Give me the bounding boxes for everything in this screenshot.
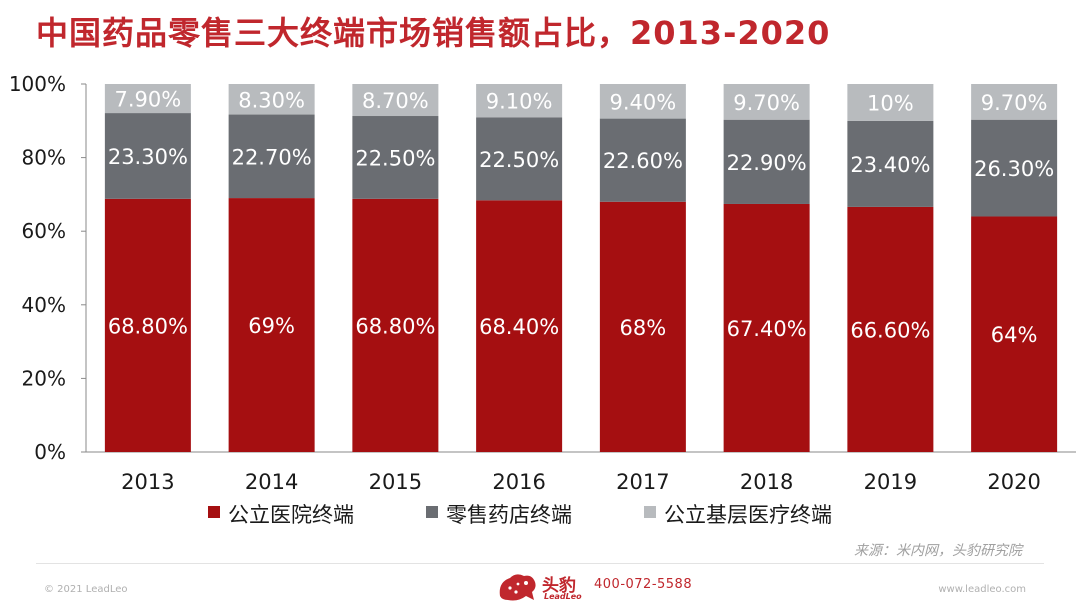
legend-label: 公立医院终端 xyxy=(228,503,354,527)
data-label: 69% xyxy=(248,314,295,338)
x-tick-label: 2015 xyxy=(369,470,422,494)
data-label: 9.70% xyxy=(733,91,800,115)
data-label: 22.50% xyxy=(479,148,559,172)
page-title: 中国药品零售三大终端市场销售额占比，2013-2020 xyxy=(36,14,831,52)
bar-segment xyxy=(723,119,810,204)
bar-segment xyxy=(723,203,810,452)
brand-phone: 400-072-5588 xyxy=(594,577,693,592)
data-label: 23.30% xyxy=(108,145,188,169)
data-label: 9.70% xyxy=(981,91,1048,115)
legend-swatch xyxy=(644,506,656,518)
bar-segment xyxy=(847,84,934,121)
x-tick-label: 2017 xyxy=(616,470,669,494)
y-tick-label: 60% xyxy=(22,219,66,243)
x-tick-label: 2020 xyxy=(987,470,1040,494)
data-label: 10% xyxy=(867,91,914,115)
x-tick-label: 2019 xyxy=(864,470,917,494)
bar-segment xyxy=(971,84,1058,120)
stacked-bar-chart: 0% 20% 40% 60% 80% 100% 68.80% 23.30% 7.90% 2013 6… xyxy=(9,72,1076,527)
leopard-logo-icon xyxy=(499,574,536,601)
bar-segment xyxy=(352,198,439,452)
brand-name: 头豹 xyxy=(542,576,576,596)
bar-segment xyxy=(599,201,686,452)
data-label: 22.70% xyxy=(232,145,312,169)
legend-swatch xyxy=(426,506,438,518)
bar-segment xyxy=(104,84,191,114)
bar-segment xyxy=(228,114,315,199)
data-label: 68.40% xyxy=(479,315,559,339)
y-tick-label: 100% xyxy=(9,72,66,96)
x-tick-label: 2014 xyxy=(245,470,298,494)
legend-swatch xyxy=(208,506,220,518)
data-label: 66.60% xyxy=(850,318,930,342)
data-label: 22.90% xyxy=(727,151,807,175)
bar-segment xyxy=(971,216,1058,452)
bar-segment xyxy=(599,84,686,119)
y-tick-label: 20% xyxy=(22,366,66,390)
bar-segment xyxy=(476,117,563,201)
y-tick-label: 40% xyxy=(22,293,66,317)
data-label: 23.40% xyxy=(850,153,930,177)
bar-segment xyxy=(476,84,563,118)
x-tick-label: 2016 xyxy=(492,470,545,494)
data-label: 68.80% xyxy=(108,314,188,338)
data-label: 68% xyxy=(620,316,667,340)
bar-segment xyxy=(599,118,686,202)
website-text: www.leadleo.com xyxy=(938,584,1026,595)
bar-segment xyxy=(723,84,810,120)
bar-segment xyxy=(352,116,439,199)
legend-label: 零售药店终端 xyxy=(446,503,572,527)
data-label: 8.70% xyxy=(362,89,429,113)
bar-segment xyxy=(104,198,191,452)
brand-footer: 头豹 LeadLeo 400-072-5588 xyxy=(496,568,736,606)
brand-sub: LeadLeo xyxy=(544,592,582,601)
legend-label: 公立基层医疗终端 xyxy=(664,503,832,527)
data-label: 64% xyxy=(991,323,1038,347)
data-label: 8.30% xyxy=(238,88,305,112)
data-label: 22.60% xyxy=(603,149,683,173)
bar-segment xyxy=(104,113,191,199)
bar-segment xyxy=(352,84,439,117)
data-label: 26.30% xyxy=(974,157,1054,181)
data-label: 67.40% xyxy=(727,317,807,341)
copyright-text: © 2021 LeadLeo xyxy=(44,584,128,595)
data-label: 9.40% xyxy=(610,90,677,114)
bar-segment xyxy=(228,84,315,115)
bar-segment xyxy=(476,200,563,452)
x-tick-label: 2013 xyxy=(121,470,174,494)
data-label: 9.10% xyxy=(486,90,553,114)
x-tick-label: 2018 xyxy=(740,470,793,494)
footer-divider xyxy=(36,563,1044,564)
bar-segment xyxy=(847,206,934,452)
y-tick-label: 0% xyxy=(34,440,66,464)
data-label: 68.80% xyxy=(355,314,435,338)
data-label: 7.90% xyxy=(115,88,182,112)
bar-segment xyxy=(228,198,315,452)
data-label: 22.50% xyxy=(355,146,435,170)
bar-segment xyxy=(847,120,934,207)
source-note: 来源：米内网，头豹研究院 xyxy=(854,543,1022,559)
y-tick-label: 80% xyxy=(22,146,66,170)
bar-segment xyxy=(971,119,1058,217)
